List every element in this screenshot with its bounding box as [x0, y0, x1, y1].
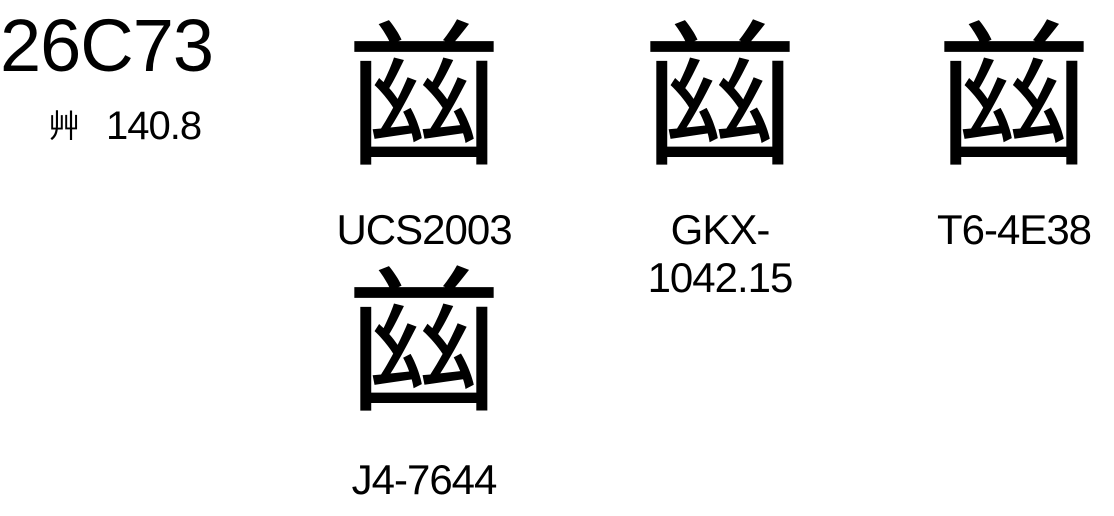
glyph-source-label: UCS2003 [336, 206, 512, 253]
glyph-cell-j4: 𦱳 J4-7644 [314, 254, 534, 504]
glyph-source-label: J4-7644 [351, 456, 498, 503]
codepoint-label: 26C73 [0, 4, 214, 87]
glyph-image: 𦱳 [345, 6, 503, 190]
glyph-image: 𦱳 [641, 6, 799, 190]
glyph-cell-ucs2003: 𦱳 UCS2003 [314, 8, 534, 254]
glyph-source-label: T6-4E38 [936, 206, 1092, 253]
radical-stroke-index: 140.8 [106, 104, 202, 148]
glyph-source-label: GKX-1042.15 [647, 206, 794, 301]
glyph-cell-t6: 𦱳 T6-4E38 [904, 8, 1114, 254]
glyph-image: 𦱳 [935, 6, 1093, 190]
radical-glyph: 艸 [48, 107, 81, 145]
glyph-image: 𦱳 [345, 252, 503, 436]
glyph-cell-gkx: 𦱳 GKX-1042.15 [610, 8, 830, 302]
radical-stroke-row: 艸 140.8 [48, 104, 202, 148]
